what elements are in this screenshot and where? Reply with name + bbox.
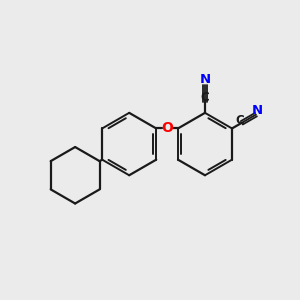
Text: C: C: [200, 91, 209, 104]
Text: N: N: [200, 74, 211, 86]
Text: C: C: [235, 114, 244, 127]
Text: N: N: [252, 104, 263, 117]
Text: O: O: [161, 122, 173, 136]
